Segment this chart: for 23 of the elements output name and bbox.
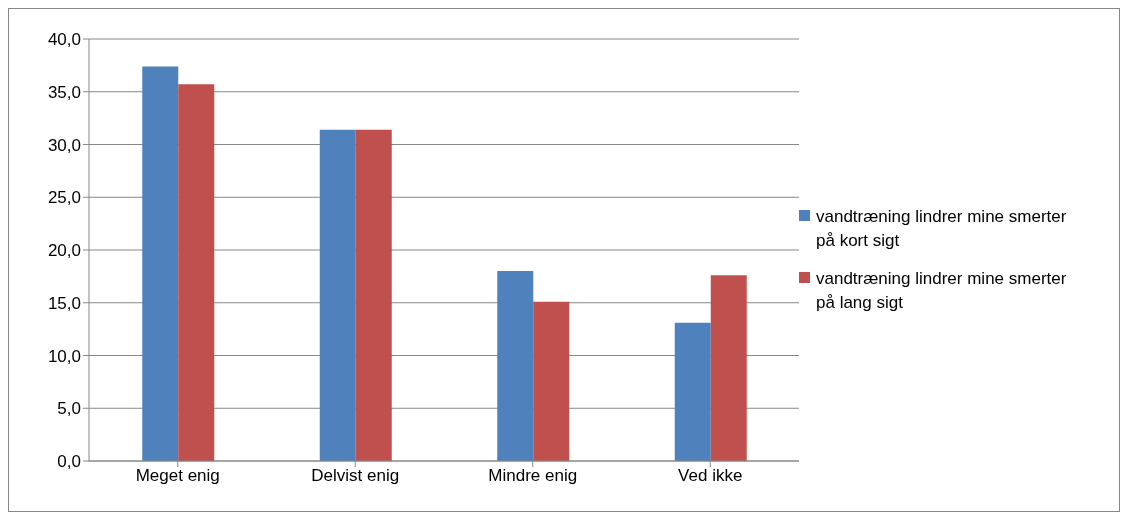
legend-label: vandtræning lindrer mine smerter på kort sigt	[816, 206, 1068, 252]
bar	[497, 271, 534, 461]
y-tick-label: 40,0	[47, 30, 81, 50]
bar	[319, 129, 356, 461]
y-tick-label: 10,0	[47, 346, 81, 366]
y-tick-label: 0,0	[57, 452, 81, 472]
bar	[355, 129, 392, 461]
x-tick-label: Delvist enig	[311, 466, 400, 486]
bar	[674, 322, 711, 461]
x-tick-label: Ved ikke	[678, 466, 743, 486]
y-tick-label: 25,0	[47, 188, 81, 208]
bar	[178, 84, 215, 461]
y-tick-label: 30,0	[47, 135, 81, 155]
bar	[142, 66, 179, 461]
x-tick-label: Mindre enig	[488, 466, 578, 486]
bar	[533, 301, 570, 461]
x-tick-label: Meget enig	[135, 466, 220, 486]
legend-label: vandtræning lindrer mine smerter på lang sigt	[816, 268, 1068, 314]
y-tick-label: 35,0	[47, 82, 81, 102]
y-tick-label: 15,0	[47, 293, 81, 313]
bar	[710, 275, 747, 461]
y-tick-label: 5,0	[57, 399, 81, 419]
y-tick-label: 20,0	[47, 241, 81, 261]
